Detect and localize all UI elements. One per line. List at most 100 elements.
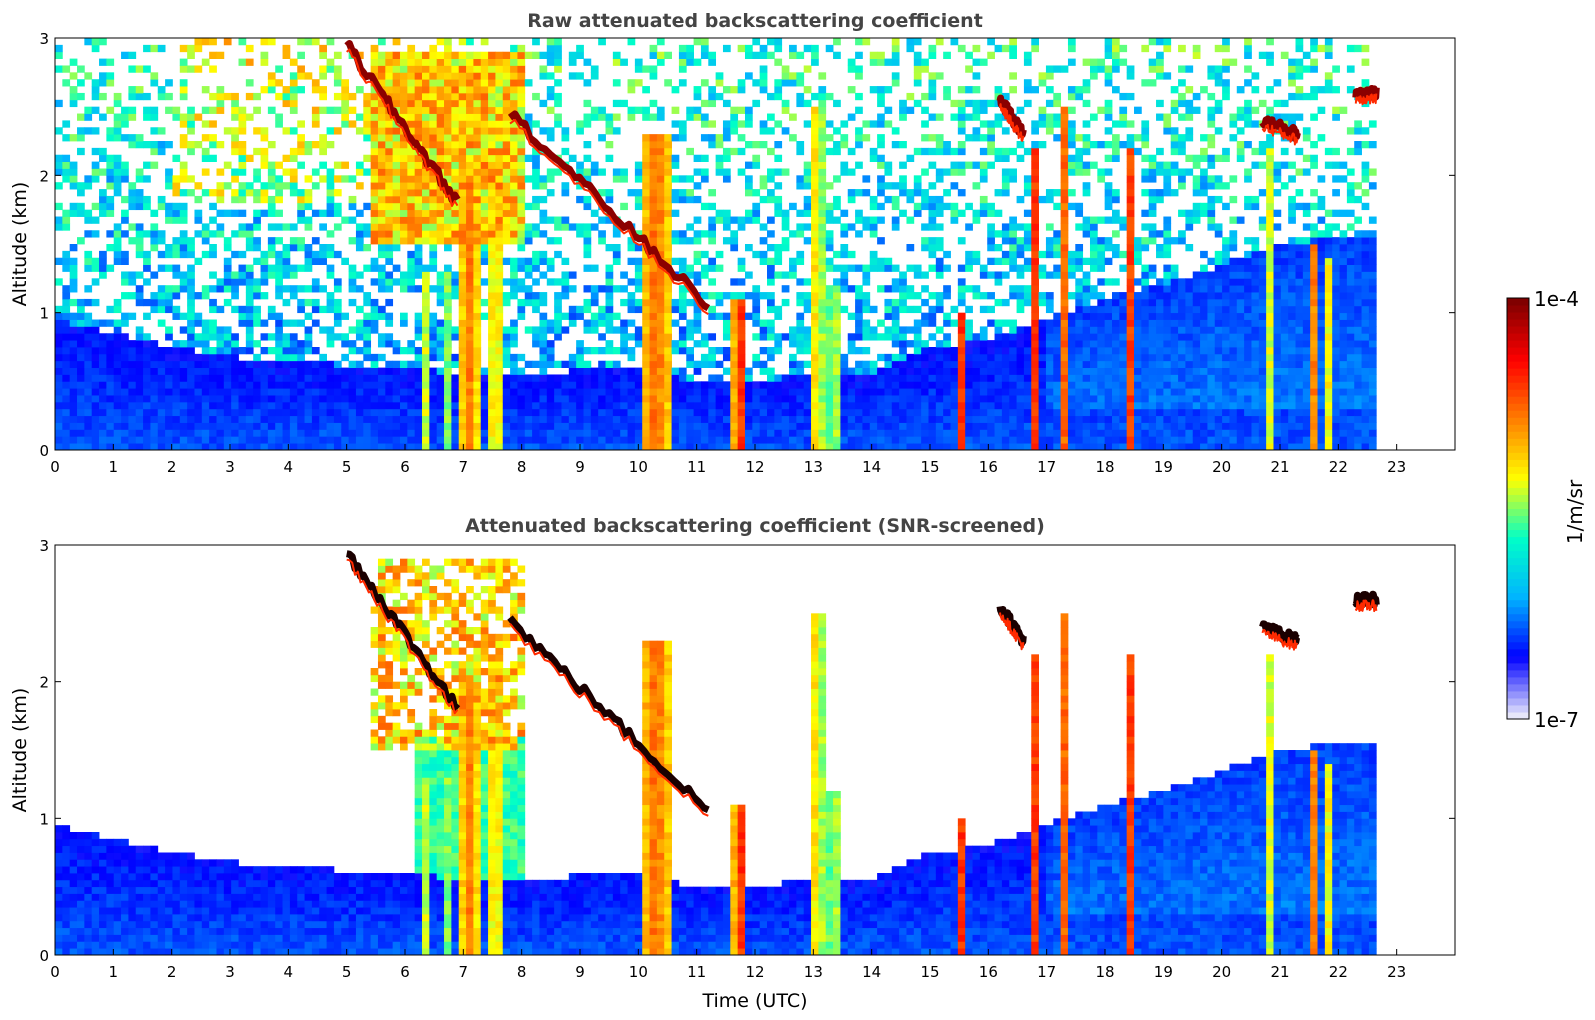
heatmap-cell <box>612 168 621 176</box>
heatmap-cell <box>561 422 570 430</box>
heatmap-cell <box>554 79 562 87</box>
heatmap-cell <box>1023 443 1032 450</box>
heatmap-cell <box>488 147 496 156</box>
heatmap-cell <box>436 347 445 355</box>
heatmap-cell <box>811 257 819 265</box>
heatmap-cell <box>69 319 78 327</box>
heatmap-cell <box>113 436 122 444</box>
heatmap-cell <box>627 374 636 382</box>
heatmap-cell <box>796 360 805 368</box>
heatmap-cell <box>275 401 283 410</box>
heatmap-cell <box>554 319 562 327</box>
heatmap-cell <box>928 237 937 245</box>
heatmap-cell <box>150 298 159 307</box>
heatmap-cell <box>216 305 225 314</box>
heatmap-cell <box>642 189 650 197</box>
heatmap-cell <box>605 443 614 450</box>
heatmap-cell <box>187 51 195 59</box>
heatmap-cell <box>172 388 181 396</box>
heatmap-cell <box>891 353 900 362</box>
heatmap-cell <box>429 99 438 108</box>
heatmap-cell <box>568 72 577 80</box>
heatmap-cell <box>869 415 878 423</box>
heatmap-cell <box>502 257 511 265</box>
heatmap-cell <box>480 436 489 444</box>
heatmap-cell <box>950 360 959 368</box>
heatmap-cell <box>517 422 526 430</box>
heatmap-cell <box>363 264 372 272</box>
heatmap-cell <box>385 51 394 59</box>
heatmap-cell <box>62 154 71 162</box>
heatmap-cell <box>62 264 71 272</box>
heatmap-cell <box>722 381 731 389</box>
heatmap-cell <box>473 340 482 348</box>
heatmap-cell <box>223 381 232 389</box>
heatmap-cell <box>385 168 394 176</box>
heatmap-cell <box>825 298 834 307</box>
heatmap-cell <box>833 353 841 362</box>
heatmap-cell <box>899 401 907 410</box>
heatmap-cell <box>935 408 944 417</box>
heatmap-cell <box>715 360 724 368</box>
heatmap-cell <box>135 65 144 73</box>
heatmap-cell <box>627 395 636 403</box>
heatmap-cell <box>267 250 276 259</box>
heatmap-cell <box>686 189 694 197</box>
heatmap-cell <box>803 298 812 307</box>
heatmap-cell <box>987 223 995 231</box>
heatmap-cell <box>935 209 944 217</box>
heatmap-cell <box>811 298 819 307</box>
heatmap-cell <box>664 154 672 162</box>
heatmap-cell <box>385 141 394 149</box>
heatmap-cell <box>458 415 467 423</box>
heatmap-cell <box>730 278 739 286</box>
heatmap-cell <box>811 278 819 286</box>
heatmap-cell <box>348 175 357 183</box>
heatmap-cell <box>399 381 408 389</box>
heatmap-cell <box>972 374 981 382</box>
heatmap-cell <box>664 443 672 450</box>
heatmap-cell <box>209 65 217 73</box>
heatmap-cell <box>935 422 944 430</box>
heatmap-cell <box>847 381 856 389</box>
heatmap-cell <box>546 436 555 444</box>
heatmap-cell <box>708 264 717 272</box>
heatmap-cell <box>392 347 401 355</box>
heatmap-cell <box>862 422 871 430</box>
heatmap-cell <box>921 422 929 430</box>
heatmap-cell <box>377 395 386 403</box>
heatmap-cell <box>869 58 878 66</box>
heatmap-cell <box>576 408 584 417</box>
heatmap-cell <box>906 360 915 368</box>
heatmap-cell <box>407 120 416 128</box>
heatmap-cell <box>135 285 144 293</box>
heatmap-cell <box>444 285 452 293</box>
heatmap-cell <box>209 360 217 368</box>
heatmap-cell <box>466 422 474 430</box>
heatmap-cell <box>649 443 658 450</box>
heatmap-cell <box>165 401 173 410</box>
heatmap-cell <box>722 395 731 403</box>
heatmap-cell <box>899 326 907 334</box>
heatmap-cell <box>495 381 504 389</box>
heatmap-cell <box>275 120 283 128</box>
heatmap-cell <box>473 250 482 259</box>
heatmap-cell <box>833 250 841 259</box>
heatmap-cell <box>664 278 672 286</box>
heatmap-cell <box>260 154 269 162</box>
heatmap-cell <box>598 134 606 142</box>
heatmap-cell <box>664 326 672 334</box>
heatmap-cell <box>642 195 650 204</box>
heatmap-cell <box>744 189 753 197</box>
heatmap-cell <box>642 106 650 114</box>
heatmap-cell <box>957 278 966 286</box>
heatmap-cell <box>282 223 291 231</box>
heatmap-cell <box>385 58 394 66</box>
heatmap-cell <box>495 209 504 217</box>
heatmap-cell <box>473 298 482 307</box>
heatmap-cell <box>370 182 379 190</box>
heatmap-cell <box>510 202 518 211</box>
heatmap-cell <box>466 257 474 265</box>
heatmap-cell <box>399 347 408 355</box>
heatmap-cell <box>55 333 63 341</box>
